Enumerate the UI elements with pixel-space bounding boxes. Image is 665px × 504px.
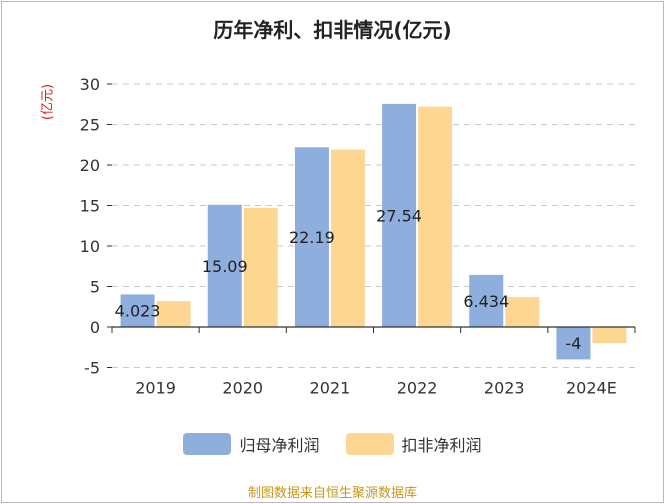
bars (120, 103, 627, 360)
data-labels: 4.023 15.09 22.19 27.54 6.434 -4 (115, 206, 582, 353)
data-label: -4 (565, 334, 581, 353)
bar-2-2020 (243, 207, 278, 327)
bar-chart: -5 0 5 10 15 20 25 30 2019 2020 2021 2022 2023 2024E… (80, 75, 636, 398)
x-tick-label: 2019 (135, 379, 176, 398)
data-label: 6.434 (463, 292, 509, 311)
bar-2-2021 (330, 149, 365, 327)
data-label: 22.19 (289, 228, 335, 247)
x-tick-labels: 2019 2020 2021 2022 2023 2024E (135, 379, 617, 398)
bar-2-2022 (418, 106, 453, 328)
y-tick-label: -5 (84, 359, 100, 378)
data-source-note: 制图数据来自恒生聚源数据库 (247, 486, 417, 501)
legend-swatch-series2 (345, 433, 394, 455)
bar-1-2019 (120, 294, 155, 327)
y-tick-label: 10 (80, 237, 100, 256)
bar-1-2024E (556, 327, 591, 360)
x-tick-label: 2023 (484, 379, 525, 398)
bar-1-2022 (382, 103, 417, 328)
bar-2-2024E (592, 327, 627, 344)
data-label: 15.09 (202, 257, 248, 276)
y-tick-labels: -5 0 5 10 15 20 25 30 (80, 75, 100, 378)
bar-1-2021 (294, 147, 329, 327)
legend-swatch-series1 (183, 433, 232, 455)
data-label: 27.54 (376, 206, 422, 225)
data-label: 4.023 (115, 302, 161, 321)
legend-label-series1: 归母净利润 (239, 436, 320, 455)
y-tick-label: 30 (80, 75, 100, 94)
legend-item-series1[interactable]: 归母净利润 (183, 432, 320, 456)
x-tick-label: 2024E (566, 379, 617, 398)
y-tick-label: 15 (80, 197, 100, 216)
y-tick-label: 0 (90, 318, 100, 337)
legend: 归母净利润 扣非净利润 (2, 432, 663, 456)
y-tick-label: 25 (80, 116, 100, 135)
x-tick-label: 2020 (222, 379, 263, 398)
x-tick-label: 2021 (310, 379, 351, 398)
bar-2-2019 (156, 301, 191, 327)
x-axis (111, 326, 636, 333)
y-tick-label: 5 (90, 278, 100, 297)
legend-item-series2[interactable]: 扣非净利润 (345, 432, 482, 456)
y-tick-label: 20 (80, 156, 100, 175)
bar-1-2023 (469, 274, 504, 327)
grid-lines (107, 83, 635, 368)
bar-2-2023 (505, 297, 540, 327)
legend-label-series2: 扣非净利润 (401, 436, 482, 455)
bar-1-2020 (207, 204, 242, 327)
chart-title: 历年净利、扣非情况(亿元) (213, 18, 452, 42)
x-tick-label: 2022 (397, 379, 438, 398)
